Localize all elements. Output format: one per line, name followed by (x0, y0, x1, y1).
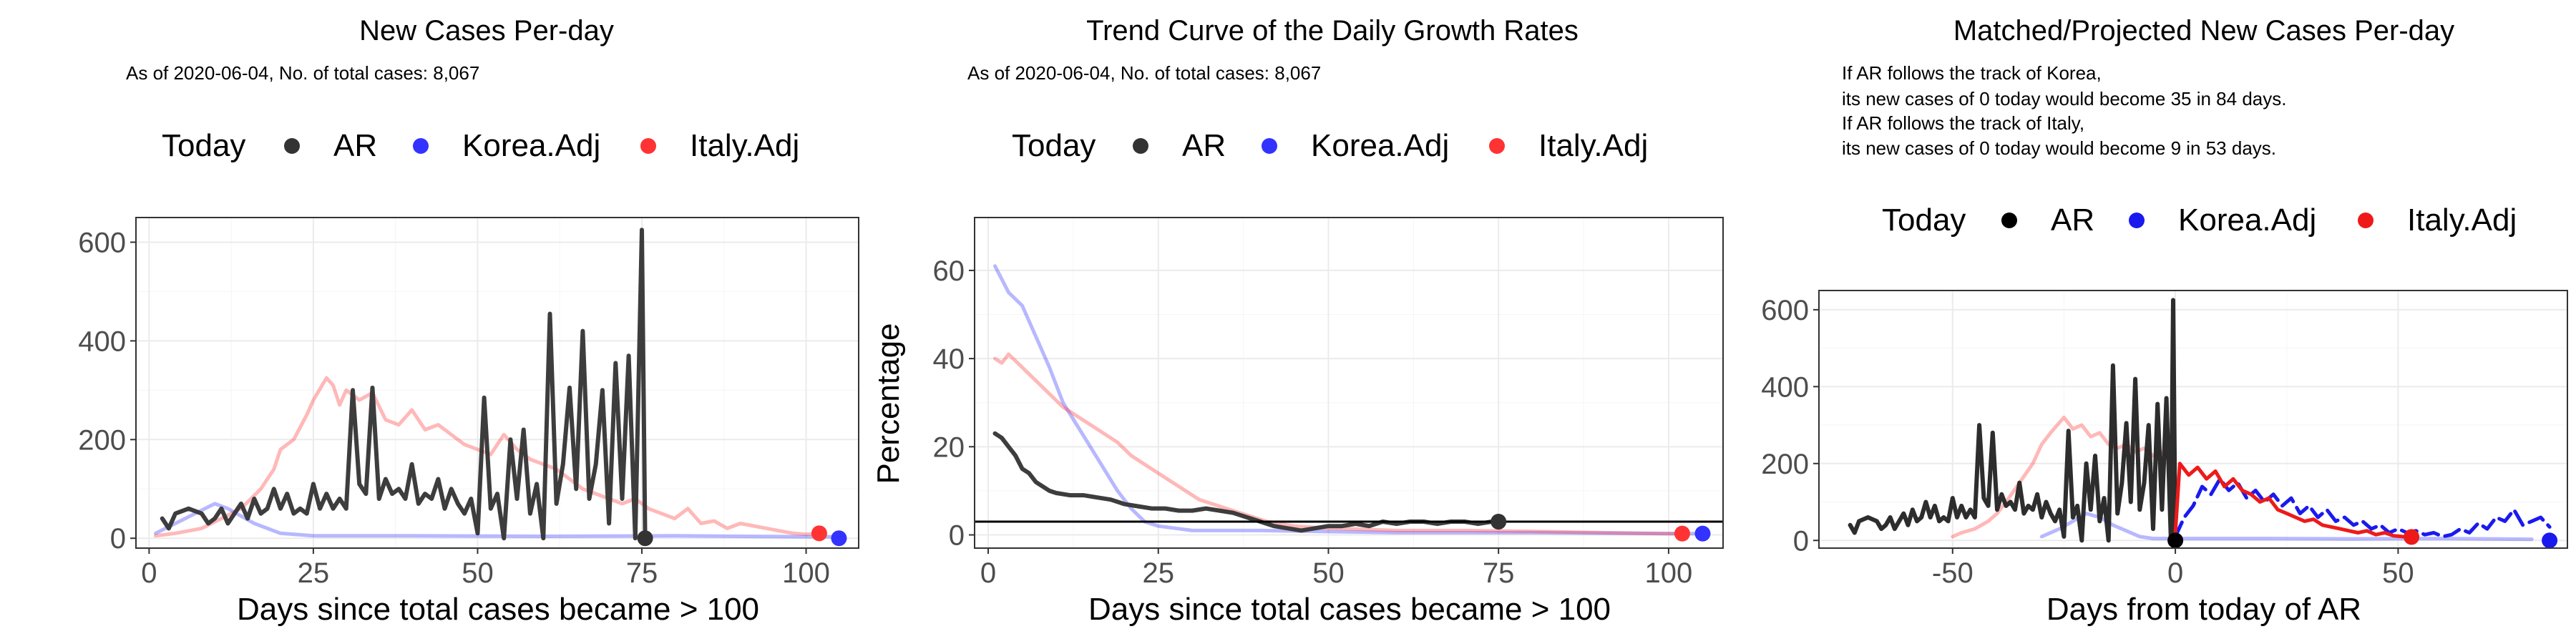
series-line-korea-adj (154, 502, 841, 539)
today-point-korea-adj (831, 530, 847, 547)
x-tick-label: 25 (1142, 557, 1174, 589)
x-tick-label: 75 (626, 557, 658, 589)
panel3-annotation-4: its new cases of 0 today would become 9 … (1842, 137, 2276, 159)
panel2-subtitle: As of 2020-06-04, No. of total cases: 8,… (967, 62, 1321, 84)
panel1-legend-ar: AR (333, 128, 377, 163)
panel3-title: Matched/Projected New Cases Per-day (1953, 15, 2454, 47)
x-tick-label: 50 (2382, 557, 2414, 589)
panel3-legend-italy: Italy.Adj (2407, 203, 2517, 238)
x-tick-label: 50 (462, 557, 494, 589)
today-point-italy-adj (1674, 525, 1690, 542)
y-tick-label: 200 (78, 424, 126, 456)
today-point-italy-adj (2404, 529, 2420, 545)
panel3-annotation-3: If AR follows the track of Italy, (1842, 112, 2084, 134)
x-tick-label: 0 (980, 557, 996, 589)
panel1-legend-ar-dot (284, 138, 300, 154)
panel1-legend-italy: Italy.Adj (690, 128, 799, 163)
x-tick-label: 0 (2167, 557, 2183, 589)
today-point-italy-adj (811, 525, 827, 542)
panel3-annotation-2: its new cases of 0 today would become 35… (1842, 88, 2286, 109)
panel2-plot: 0 25 50 75 100 0 20 40 60 (933, 217, 1724, 589)
panel2-legend-italy-dot (1489, 138, 1505, 154)
panel3-plot: -50 0 50 0 200 400 600 (1761, 290, 2568, 589)
y-tick-label: 0 (110, 523, 126, 555)
panel2-xlabel: Days since total cases became > 100 (1088, 592, 1611, 627)
today-point-ar (2167, 532, 2184, 549)
plot-border (974, 217, 1724, 549)
panel3-annotation-1: If AR follows the track of Korea, (1842, 62, 2102, 84)
today-point-ar (1491, 514, 1507, 530)
series-line-korea-adj (2039, 512, 2534, 542)
panel1-legend-korea-dot (413, 138, 429, 154)
series-line-italy-adj (993, 352, 1684, 536)
panel1-plot: 0 25 50 75 100 0 200 400 600 (78, 217, 859, 589)
y-tick-label: 60 (933, 255, 965, 287)
y-tick-label: 400 (1761, 371, 1809, 403)
panel1-xlabel: Days since total cases became > 100 (237, 592, 759, 627)
panel3-legend-korea-dot (2129, 213, 2145, 228)
x-tick-label: -50 (1932, 557, 1974, 589)
panel2-legend-korea: Korea.Adj (1311, 128, 1449, 163)
series-line-ar (1848, 298, 2178, 543)
today-point-korea-adj (2542, 532, 2558, 549)
panel3-legend-title: Today (1882, 203, 1966, 238)
panel3-legend-korea: Korea.Adj (2178, 203, 2316, 238)
panel2-legend-korea-dot (1262, 138, 1277, 154)
y-tick-label: 600 (1761, 295, 1809, 326)
y-tick-label: 200 (1761, 449, 1809, 480)
panel3-xlabel: Days from today of AR (2046, 592, 2361, 627)
plot-border (1818, 290, 2568, 549)
panel3-legend-ar: AR (2051, 203, 2094, 238)
y-tick-label: 600 (78, 227, 126, 258)
today-point-ar (637, 530, 653, 547)
series-line-korea-adj (993, 264, 1704, 536)
panel2-ylabel: Percentage (871, 323, 906, 484)
panel1-title: New Cases Per-day (359, 15, 614, 47)
plot-border (135, 217, 859, 549)
panel1-legend-italy-dot (640, 138, 656, 154)
plot-background (975, 218, 1723, 548)
panel2-legend-ar-dot (1133, 138, 1148, 154)
x-tick-label: 100 (1645, 557, 1693, 589)
series-line-ar (160, 228, 648, 541)
today-point-korea-adj (1694, 525, 1711, 542)
panel2-title: Trend Curve of the Daily Growth Rates (1086, 15, 1579, 47)
panel2-legend-italy: Italy.Adj (1538, 128, 1648, 163)
y-tick-label: 400 (78, 326, 126, 357)
panel3-legend-italy-dot (2358, 213, 2373, 228)
y-tick-label: 40 (933, 343, 965, 375)
x-tick-label: 100 (782, 557, 830, 589)
series-line-italy-adj-projected (2173, 462, 2414, 539)
panel3-legend-ar-dot (2001, 213, 2017, 228)
panel1-legend-korea: Korea.Adj (462, 128, 600, 163)
y-tick-label: 20 (933, 431, 965, 463)
x-tick-label: 75 (1483, 557, 1515, 589)
panel2-legend-title: Today (1012, 128, 1096, 163)
panel2-legend-ar: AR (1182, 128, 1226, 163)
panel1-legend-title: Today (162, 128, 245, 163)
series-line-italy-adj (154, 376, 821, 538)
y-tick-label: 0 (1793, 525, 1809, 557)
x-tick-label: 0 (141, 557, 157, 589)
x-tick-label: 25 (298, 557, 330, 589)
x-tick-label: 50 (1312, 557, 1345, 589)
y-tick-label: 0 (949, 520, 965, 552)
panel1-subtitle: As of 2020-06-04, No. of total cases: 8,… (126, 62, 479, 84)
